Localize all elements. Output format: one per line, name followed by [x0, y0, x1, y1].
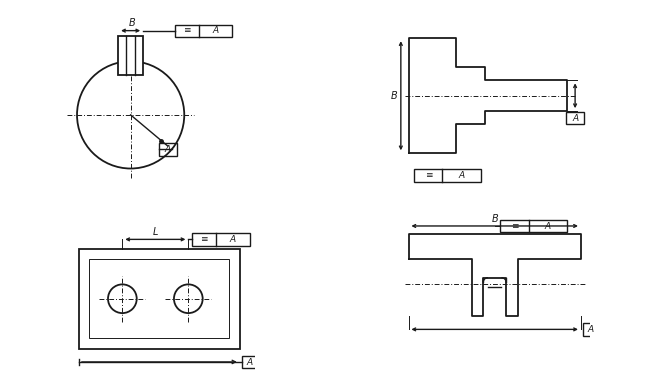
- Bar: [501, 220, 568, 232]
- Bar: [414, 169, 481, 182]
- Text: A: A: [230, 235, 236, 244]
- Text: ≡: ≡: [201, 235, 208, 244]
- Text: A: A: [247, 358, 253, 367]
- Bar: [159, 143, 177, 155]
- Bar: [242, 356, 258, 368]
- Text: A: A: [459, 171, 465, 180]
- Text: ≡: ≡: [424, 171, 432, 180]
- Text: ≡: ≡: [511, 222, 518, 231]
- Bar: [79, 249, 240, 349]
- Bar: [118, 36, 143, 75]
- Bar: [566, 112, 584, 124]
- Text: A: A: [212, 26, 218, 35]
- Text: B: B: [491, 214, 498, 224]
- Text: B: B: [390, 91, 397, 101]
- Text: L: L: [153, 227, 158, 237]
- Bar: [90, 260, 229, 338]
- Text: A: A: [572, 114, 578, 123]
- Text: A: A: [545, 222, 551, 231]
- Text: B: B: [129, 18, 136, 28]
- Bar: [175, 25, 232, 37]
- Bar: [192, 233, 250, 246]
- Bar: [583, 323, 599, 336]
- Text: A: A: [165, 145, 171, 154]
- Text: A: A: [588, 325, 594, 334]
- Text: ≡: ≡: [183, 26, 191, 35]
